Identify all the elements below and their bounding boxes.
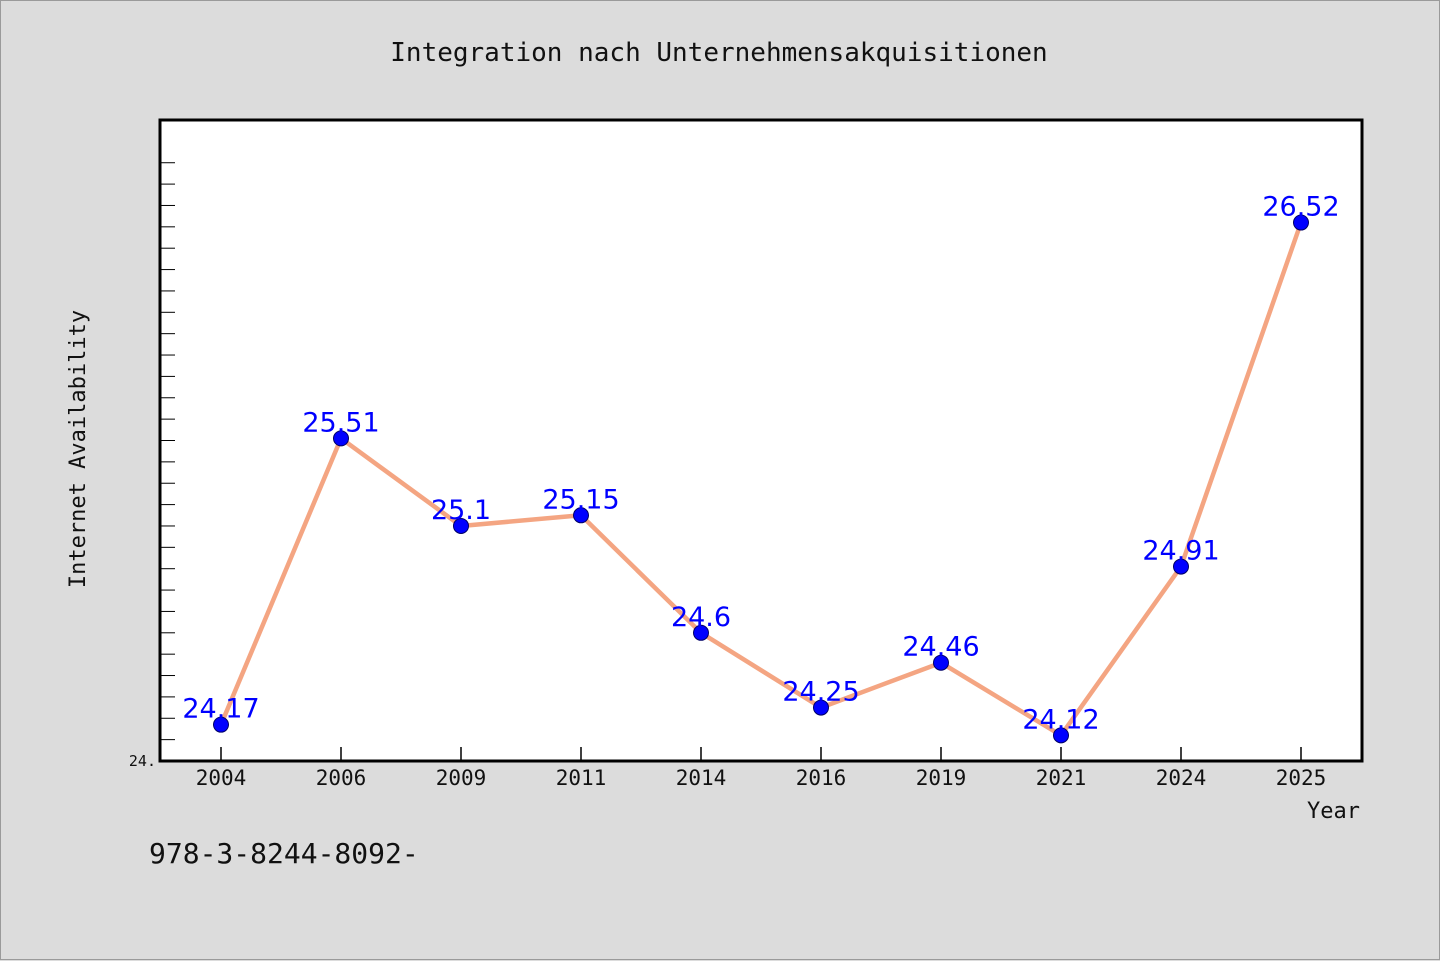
data-label: 24.46	[902, 632, 979, 663]
x-tick-label: 2011	[556, 766, 607, 790]
data-point	[213, 716, 229, 733]
x-axis-label: Year	[1307, 799, 1360, 824]
x-axis-ticks: 2004 2006 2009 2011 2014 2016 2019 2021 2024 2025	[196, 747, 1327, 790]
x-tick-label: 2004	[196, 766, 247, 790]
x-tick-label: 2021	[1036, 766, 1087, 790]
y-tick-label: 24.	[129, 752, 156, 770]
data-point	[693, 624, 709, 641]
data-label: 26.52	[1262, 192, 1339, 223]
x-tick-label: 2009	[436, 766, 487, 790]
series-line	[218, 220, 1304, 738]
x-tick-label: 2025	[1276, 766, 1327, 790]
data-point	[573, 507, 589, 524]
chart-title: Integration nach Unternehmensakquisition…	[390, 38, 1047, 68]
data-label: 25.51	[302, 407, 379, 438]
data-label: 25.15	[542, 484, 619, 515]
data-label: 24.91	[1142, 536, 1219, 567]
series-layer	[213, 214, 1309, 744]
x-tick-label: 2014	[676, 766, 727, 790]
data-point	[333, 430, 349, 447]
data-point	[813, 699, 829, 716]
footnote-text: 978-3-8244-8092-	[149, 837, 419, 870]
data-point	[933, 654, 949, 671]
data-label: 25.1	[431, 495, 491, 526]
data-point	[1293, 214, 1309, 231]
data-point	[1173, 558, 1189, 575]
x-tick-label: 2016	[796, 766, 847, 790]
x-tick-label: 2006	[316, 766, 367, 790]
data-point	[1053, 727, 1069, 744]
data-labels-layer: 24.17 25.51 25.1 25.15 24.6 24.25 24.46 24.12 24…	[182, 192, 1339, 736]
data-label: 24.25	[782, 677, 859, 708]
data-point	[453, 517, 469, 534]
plot-area	[158, 118, 1364, 763]
data-label: 24.6	[671, 602, 731, 633]
x-tick-label: 2024	[1156, 766, 1207, 790]
data-label: 24.12	[1022, 704, 1099, 735]
y-axis-ticks	[160, 162, 175, 762]
y-axis-label: Internet Availability	[66, 310, 91, 588]
data-label: 24.17	[182, 694, 259, 725]
x-tick-label: 2019	[916, 766, 967, 790]
